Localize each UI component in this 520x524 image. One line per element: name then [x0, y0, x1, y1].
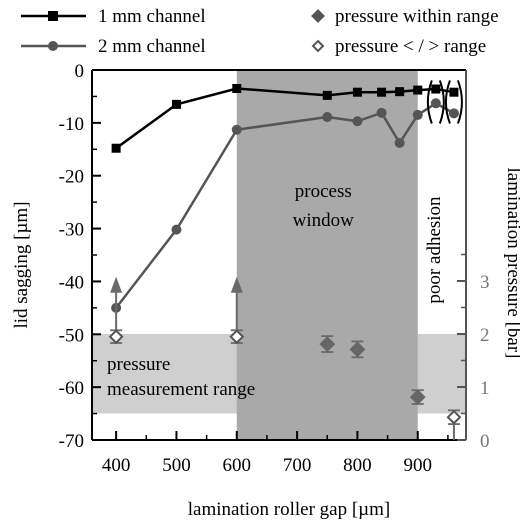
x-tick-label: 700 [283, 455, 312, 476]
pressure-point-outside [108, 329, 124, 345]
pressure-arrow-head [110, 276, 123, 293]
series-layer [111, 80, 463, 313]
series-2-point [430, 98, 441, 109]
y-axis-label: lid sagging [µm] [11, 201, 32, 328]
series-1-point [377, 87, 387, 97]
pressure-point-outside [229, 329, 245, 345]
series-2-point [412, 109, 423, 120]
y-tick-label: -70 [59, 431, 84, 452]
legend-marker-square [48, 11, 58, 21]
series-2-point [352, 116, 363, 127]
pressure-point-outside [446, 409, 462, 425]
text-layer: lamination roller gap [µm] lid sagging [µ… [11, 168, 520, 520]
pressure-arrow-head [230, 276, 243, 293]
y-tick-label: -20 [59, 167, 84, 188]
series-2-point [394, 137, 405, 148]
pressure-layer [108, 276, 462, 440]
series-2-point [171, 224, 182, 235]
y2-axis-label: lamination pressure [bar] [503, 168, 520, 359]
y2-tick-label: 2 [480, 325, 490, 346]
pressure-point-filled [409, 389, 426, 405]
axes-layer: 400 500 600 700 800 900 0 -10 -20 -30 -40 -50 -60 -70… [59, 61, 490, 476]
y2-tick-label: 3 [480, 272, 490, 293]
process-window-region [236, 70, 418, 440]
x-axis-label: lamination roller gap [µm] [188, 499, 390, 520]
legend-label: pressure within range [335, 6, 499, 27]
series-2-point [376, 107, 387, 118]
series-line-2 [115, 101, 455, 309]
series-1-point [322, 90, 332, 100]
x-tick-label: 400 [102, 455, 131, 476]
bracket-right [456, 80, 463, 124]
x-tick-label: 800 [343, 455, 372, 476]
series-1-point [449, 87, 459, 97]
x-tick-label: 500 [162, 455, 191, 476]
y2-tick-label: 1 [480, 378, 490, 399]
series-1-point [111, 143, 121, 153]
legend-marker-diamond-open [311, 39, 325, 53]
x-tick-label: 600 [223, 455, 252, 476]
series-2-point [448, 108, 459, 119]
legend-label: 2 mm channel [98, 36, 206, 57]
poor-adhesion-label: poor adhesion [424, 196, 445, 304]
y-tick-label: -10 [59, 114, 84, 135]
bracket-left [426, 80, 433, 124]
bracket-right [438, 80, 445, 124]
series-1-point [232, 84, 242, 93]
series-1-point [431, 84, 441, 94]
series-2-point [231, 124, 242, 135]
legend-marker-circle [48, 41, 58, 51]
y-tick-label: -40 [59, 272, 84, 293]
process-window-label: window [293, 210, 355, 231]
measurement-range-label: measurement range [107, 379, 255, 400]
y-tick-label: -60 [59, 378, 84, 399]
y-tick-label: -30 [59, 220, 84, 241]
legend-marker-diamond-filled [311, 9, 325, 23]
y-tick-label: -50 [59, 325, 84, 346]
series-1-point [171, 99, 181, 109]
legend-label: pressure < / > range [335, 36, 486, 57]
y-tick-label: 0 [75, 61, 85, 82]
pressure-point-within [319, 336, 336, 352]
series-2-point [322, 112, 333, 123]
pressure-point-within [349, 341, 366, 358]
series-1-point [395, 87, 405, 97]
x-tick-label: 900 [403, 455, 432, 476]
y2-tick-label: 0 [480, 431, 490, 452]
bracket-left [444, 80, 451, 124]
measurement-range-label: pressure [107, 354, 170, 375]
legend-label: 1 mm channel [98, 6, 206, 27]
background-layer [92, 70, 466, 440]
process-window-label: process [295, 181, 352, 202]
legend: 1 mm channel pressure within range 2 mm ch… [21, 6, 499, 57]
series-1-point [413, 85, 423, 95]
series-line-1 [115, 87, 455, 150]
series-1-point [352, 87, 362, 97]
